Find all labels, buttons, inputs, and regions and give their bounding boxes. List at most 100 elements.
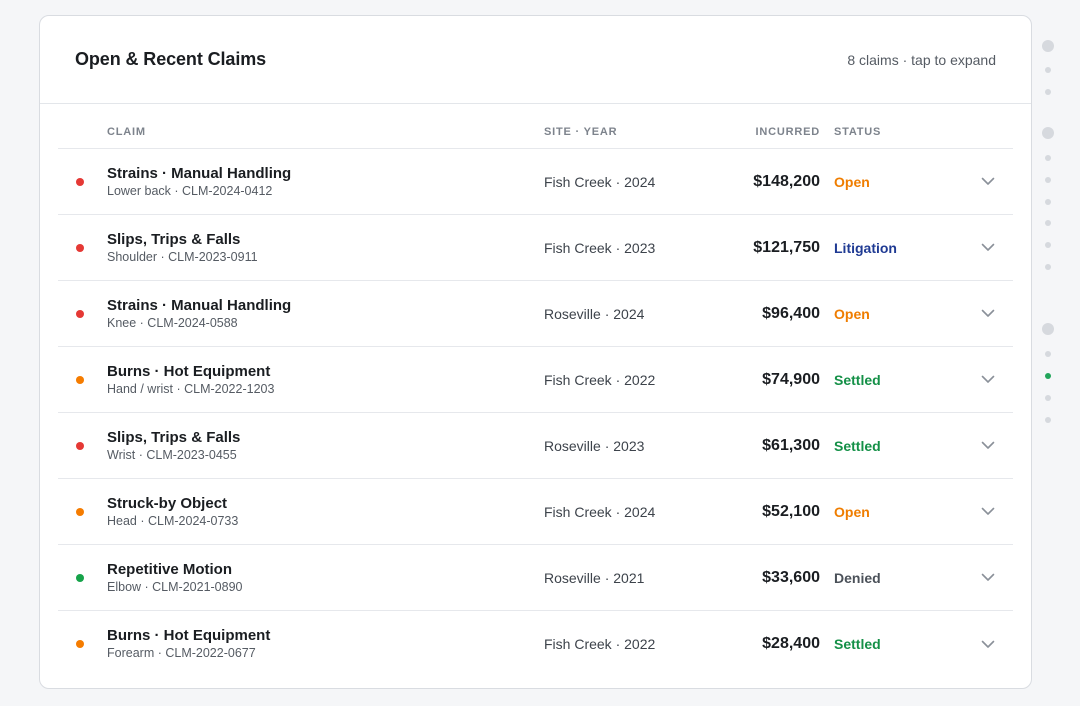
chevron-down-icon[interactable] (981, 441, 995, 450)
severity-dot (76, 573, 84, 582)
table-row[interactable]: Strains · Manual Handling Lower back · C… (58, 149, 1013, 215)
incurred-column-header: INCURRED (755, 126, 820, 138)
site-year: Roseville · 2024 (544, 305, 645, 322)
card-title: Open & Recent Claims (75, 49, 267, 69)
incurred-amount: $52,100 (762, 502, 820, 520)
expand-toggle[interactable] (940, 573, 1013, 582)
expand-toggle[interactable] (940, 640, 1013, 649)
page-dot-active[interactable] (1045, 373, 1051, 379)
page-dot[interactable] (1045, 89, 1051, 95)
severity-dot (76, 441, 84, 450)
chevron-down-icon[interactable] (981, 177, 995, 186)
claim-detail: Wrist · CLM-2023-0455 (107, 447, 237, 462)
table-body: Strains · Manual Handling Lower back · C… (58, 149, 1013, 677)
table-row[interactable]: Struck-by Object Head · CLM-2024-0733 Fi… (58, 479, 1013, 545)
status-column-header: STATUS (834, 126, 882, 138)
status-label: Settled (834, 371, 881, 388)
site-year: Fish Creek · 2023 (544, 239, 656, 256)
page-dot[interactable] (1045, 242, 1051, 248)
table-row[interactable]: Slips, Trips & Falls Wrist · CLM-2023-04… (58, 413, 1013, 479)
severity-dot (76, 640, 84, 648)
incurred-amount: $74,900 (762, 370, 820, 388)
page-dot[interactable] (1045, 199, 1051, 205)
page-dot[interactable] (1045, 264, 1051, 270)
page-dot[interactable] (1042, 40, 1054, 52)
chevron-down-icon[interactable] (981, 309, 995, 318)
table-row[interactable]: Slips, Trips & Falls Shoulder · CLM-2023… (58, 215, 1013, 281)
severity-cell (58, 243, 107, 252)
page-dot[interactable] (1045, 351, 1051, 357)
claim-name: Strains · Manual Handling (107, 164, 292, 182)
table-row[interactable]: Repetitive Motion Elbow · CLM-2021-0890 … (58, 545, 1013, 611)
claims-table: CLAIM SITE · YEAR INCURRED STATUS Strain… (58, 104, 1013, 677)
expand-toggle[interactable] (940, 309, 1013, 318)
severity-cell (58, 573, 107, 582)
claim-cell: Struck-by Object Head · CLM-2024-0733 (107, 495, 544, 529)
severity-dot (76, 177, 84, 186)
claim-detail: Knee · CLM-2024-0588 (107, 315, 238, 330)
claim-name: Struck-by Object (107, 494, 228, 512)
claim-detail: Shoulder · CLM-2023-0911 (107, 249, 258, 264)
page-dot[interactable] (1045, 67, 1051, 73)
claim-cell: Strains · Manual Handling Knee · CLM-202… (107, 297, 544, 331)
claim-name: Slips, Trips & Falls (107, 428, 241, 446)
chevron-down-icon[interactable] (981, 375, 995, 384)
incurred-amount: $148,200 (753, 172, 820, 190)
page-dot[interactable] (1042, 127, 1054, 139)
site-year: Fish Creek · 2022 (544, 371, 656, 388)
claim-name: Burns · Hot Equipment (107, 362, 271, 380)
severity-cell (58, 309, 107, 318)
claim-detail: Hand / wrist · CLM-2022-1203 (107, 381, 275, 396)
table-row[interactable]: Burns · Hot Equipment Forearm · CLM-2022… (58, 611, 1013, 677)
page-dot[interactable] (1045, 395, 1051, 401)
page-dot[interactable] (1045, 417, 1051, 423)
status-label: Open (834, 173, 870, 190)
chevron-down-icon[interactable] (981, 573, 995, 582)
site-year: Roseville · 2021 (544, 569, 645, 586)
page-dot[interactable] (1045, 177, 1051, 183)
status-label: Litigation (834, 239, 897, 256)
table-header: CLAIM SITE · YEAR INCURRED STATUS (58, 104, 1013, 149)
expand-toggle[interactable] (940, 375, 1013, 384)
status-label: Denied (834, 569, 881, 586)
incurred-amount: $96,400 (762, 304, 820, 322)
site-year: Fish Creek · 2022 (544, 636, 656, 652)
severity-dot (76, 507, 84, 516)
chevron-down-icon[interactable] (981, 640, 995, 649)
claim-detail: Lower back · CLM-2024-0412 (107, 183, 273, 198)
claim-detail: Head · CLM-2024-0733 (107, 513, 239, 528)
claim-cell: Burns · Hot Equipment Forearm · CLM-2022… (107, 627, 544, 661)
severity-cell (58, 640, 107, 648)
expand-toggle[interactable] (940, 507, 1013, 516)
claim-cell: Strains · Manual Handling Lower back · C… (107, 165, 544, 199)
severity-dot (76, 309, 84, 318)
severity-dot (76, 243, 84, 252)
claim-name: Slips, Trips & Falls (107, 230, 241, 248)
expand-toggle[interactable] (940, 243, 1013, 252)
page-dot[interactable] (1042, 323, 1054, 335)
claim-cell: Repetitive Motion Elbow · CLM-2021-0890 (107, 561, 544, 595)
chevron-down-icon[interactable] (981, 243, 995, 252)
incurred-amount: $33,600 (762, 568, 820, 586)
page-dot[interactable] (1045, 220, 1051, 226)
claims-count-hint: 8 claims · tap to expand (847, 51, 996, 68)
incurred-amount: $28,400 (762, 635, 820, 652)
table-row[interactable]: Burns · Hot Equipment Hand / wrist · CLM… (58, 347, 1013, 413)
site-year: Roseville · 2023 (544, 437, 645, 454)
chevron-down-icon[interactable] (981, 507, 995, 516)
claim-name: Repetitive Motion (107, 560, 233, 578)
incurred-amount: $121,750 (753, 238, 820, 256)
status-label: Open (834, 503, 870, 520)
expand-toggle[interactable] (940, 441, 1013, 450)
severity-cell (58, 375, 107, 384)
site-year: Fish Creek · 2024 (544, 173, 656, 190)
claims-card: Open & Recent Claims 8 claims · tap to e… (39, 15, 1032, 689)
page-dot[interactable] (1045, 155, 1051, 161)
severity-cell (58, 177, 107, 186)
severity-dot (76, 375, 84, 384)
table-row[interactable]: Strains · Manual Handling Knee · CLM-202… (58, 281, 1013, 347)
status-label: Settled (834, 636, 881, 652)
expand-toggle[interactable] (940, 177, 1013, 186)
severity-cell (58, 441, 107, 450)
site-year: Fish Creek · 2024 (544, 503, 656, 520)
